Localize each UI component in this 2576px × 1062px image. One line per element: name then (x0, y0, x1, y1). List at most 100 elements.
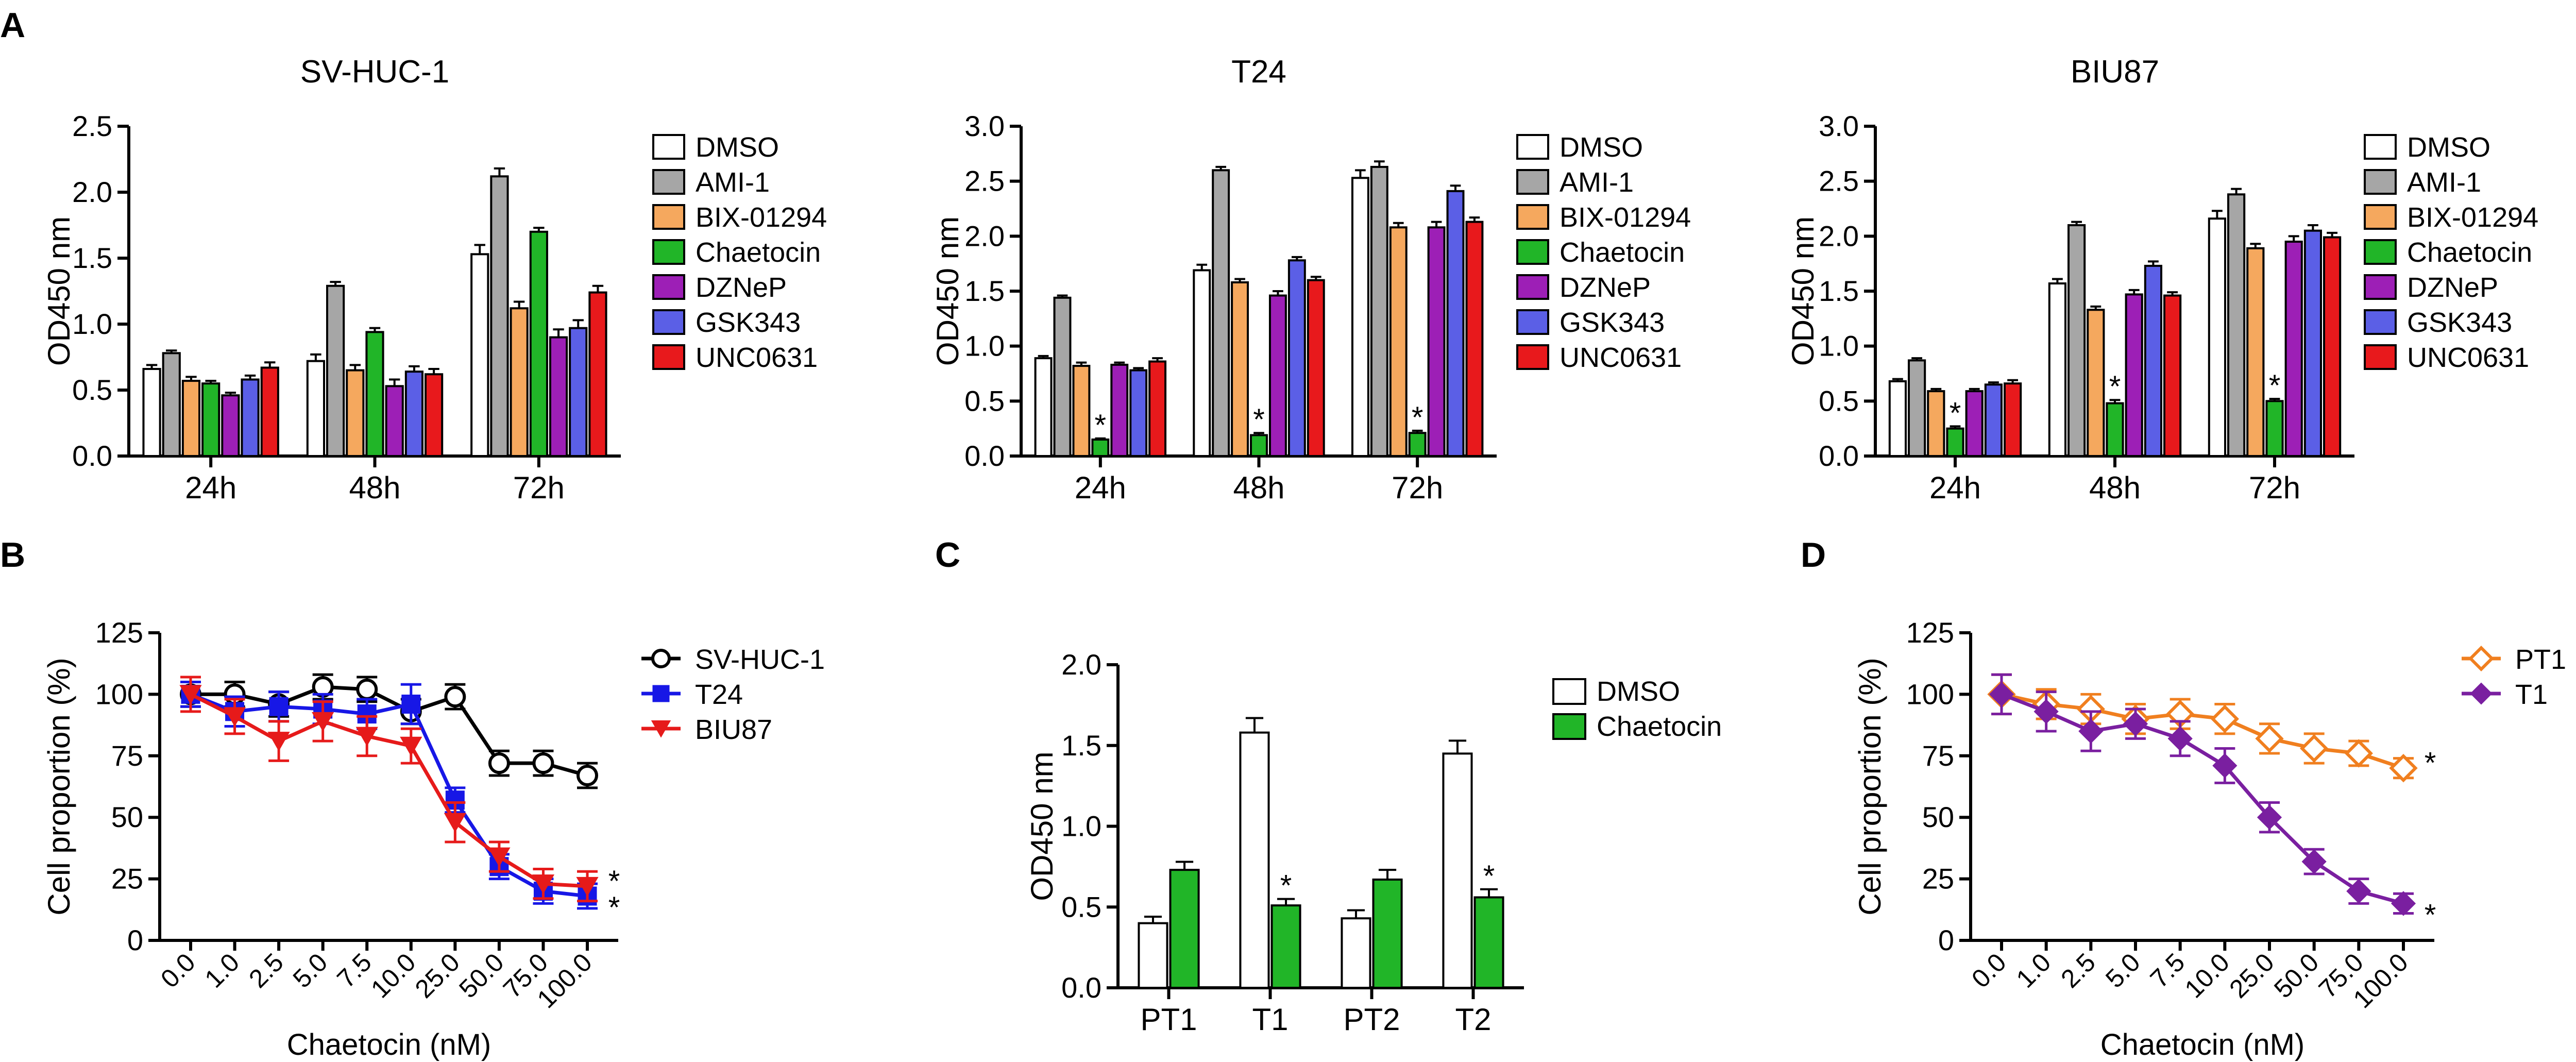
x-tick-label: 50.0 (453, 948, 509, 1003)
point-pt1-10-0 (2210, 704, 2239, 733)
bar-unc0631-48h (1307, 279, 1325, 458)
legend-marker-t24 (652, 685, 670, 702)
bar-unc0631-24h (1148, 360, 1167, 457)
bar-bix-01294-24h (181, 380, 201, 458)
bar-unc0631-48h (2163, 294, 2182, 457)
series-line-pt1 (2001, 692, 2404, 770)
legend-label-unc0631: UNC0631 (2407, 342, 2529, 373)
legend-label-dznep: DZNeP (696, 272, 787, 303)
x-tick-label: 5.0 (2100, 948, 2146, 993)
y-tick-label: 100 (95, 678, 143, 710)
legend-label-t1: T1 (2515, 679, 2548, 710)
y-tick-label: 0 (127, 924, 143, 956)
bar-dmso-72h (1351, 177, 1369, 457)
bar-dznep-48h (1268, 294, 1287, 457)
y-tick-label: 1.5 (964, 275, 1005, 307)
bar-ami-1-48h (1212, 169, 1230, 458)
point-biu87-10-0 (400, 736, 422, 756)
point-sv-huc-1-75-0 (532, 752, 554, 774)
legend-label-unc0631: UNC0631 (696, 342, 818, 373)
legend-label-ami-1: AMI-1 (696, 167, 770, 198)
y-tick-label: 2.0 (1061, 648, 1101, 681)
x-tick-label: 72h (513, 470, 565, 505)
bar-gsk343-48h (1287, 259, 1306, 457)
point-biu87-0-0 (179, 685, 202, 705)
y-tick-label: 1.5 (1061, 729, 1101, 762)
point-t1-1-0 (2033, 699, 2059, 724)
y-tick-label: 1.0 (964, 330, 1005, 362)
y-tick-label: 2.5 (964, 165, 1005, 197)
bar-chaetocin-pt1 (1169, 869, 1200, 989)
legend-label-chaetocin: Chaetocin (696, 237, 821, 268)
y-tick-label: 125 (95, 616, 143, 649)
bar-chaetocin-48h (1250, 434, 1268, 458)
bar-unc0631-72h (588, 291, 607, 457)
chart-title: BIU87 (2071, 54, 2159, 90)
legend-label-sv-huc-1: SV-HUC-1 (695, 644, 825, 675)
legend-label-dznep: DZNeP (2407, 272, 2498, 303)
bar-chaetocin-72h (2265, 400, 2284, 457)
bar-ami-1-24h (162, 352, 181, 457)
legend-label-dmso: DMSO (696, 132, 779, 163)
significance-star: * (2425, 898, 2436, 932)
legend-swatch-bix-01294 (652, 204, 685, 230)
y-tick-label: 0.0 (1061, 971, 1101, 1004)
legend-label-gsk343: GSK343 (2407, 307, 2512, 338)
panel-label-a: A (0, 6, 25, 45)
panel-label-d: D (1801, 535, 1826, 575)
bar-chart-t24: 0.0 0.5 1.0 1.5 2.0 2.5 3.0 OD450 nm T24 24h * 48h *… (930, 54, 1691, 505)
legend-swatch-gsk343 (652, 309, 685, 335)
bar-dmso-pt2 (1341, 917, 1371, 989)
bar-gsk343-24h (241, 378, 260, 458)
bar-unc0631-24h (260, 366, 279, 457)
x-tick-label: PT1 (1140, 1002, 1197, 1037)
x-tick-label: T2 (1455, 1002, 1491, 1037)
y-tick-label: 0.5 (1819, 384, 1859, 417)
bar-dmso-24h (1034, 357, 1053, 458)
x-tick-label: 0.0 (1966, 948, 2012, 993)
bar-unc0631-72h (2323, 236, 2342, 457)
series-line-biu87 (190, 693, 588, 888)
point-pt1-50-0 (2300, 734, 2329, 763)
line-chart-primary-cells: 0 25 50 75 100 125 Cell proportion (%) 0.01.02.… (1853, 616, 2566, 1061)
legend-label-gsk343: GSK343 (1560, 307, 1665, 338)
bar-dmso-pt1 (1138, 922, 1168, 989)
x-tick-label: 25.0 (410, 948, 465, 1003)
bar-dznep-24h (1965, 390, 1984, 458)
legend-marker-sv-huc-1 (651, 649, 671, 668)
point-t1-100-0 (2391, 891, 2416, 916)
significance-star: * (2109, 370, 2121, 403)
y-tick-label: 2.0 (72, 176, 112, 208)
bar-dmso-24h (1888, 380, 1907, 458)
legend-label-t24: T24 (695, 679, 743, 710)
legend-swatch-gsk343 (1516, 309, 1549, 335)
legend-label-dmso: DMSO (2407, 132, 2490, 163)
legend-swatch-ami-1 (652, 169, 685, 195)
legend-marker-t1 (2470, 682, 2493, 705)
bar-chart-biu87: 0.0 0.5 1.0 1.5 2.0 2.5 3.0 OD450 nm BIU87 24h * 48… (1786, 54, 2538, 505)
bar-dmso-72h (2208, 217, 2226, 457)
legend-label-ami-1: AMI-1 (1560, 167, 1634, 198)
chart-title: SV-HUC-1 (300, 54, 449, 90)
y-axis-label: OD450 nm (42, 216, 76, 366)
legend-label-biu87: BIU87 (695, 714, 772, 745)
bar-bix-01294-24h (1927, 390, 1945, 458)
bar-dznep-48h (385, 385, 404, 457)
significance-star: * (1950, 396, 1961, 430)
bar-ami-1-24h (1053, 296, 1072, 457)
series-line-t1 (2001, 693, 2404, 905)
bar-gsk343-24h (1984, 383, 2003, 457)
x-tick-label: 48h (2089, 470, 2141, 505)
legend-swatch-bix-01294 (1516, 204, 1549, 230)
bar-chart-sv-huc-1: 0.0 0.5 1.0 1.5 2.0 2.5 OD450 nm SV-HUC-1 24h 48h… (42, 54, 827, 505)
legend-swatch-dmso (1552, 678, 1586, 705)
legend-swatch-gsk343 (2364, 309, 2397, 335)
x-tick-label: 24h (1929, 470, 1981, 505)
legend-label-bix-01294: BIX-01294 (696, 202, 827, 233)
bar-dmso-24h (142, 368, 161, 457)
y-tick-label: 0 (1938, 924, 1954, 956)
legend-swatch-ami-1 (2364, 169, 2397, 195)
legend-swatch-unc0631 (2364, 344, 2397, 370)
point-sv-huc-1-50-0 (488, 752, 510, 774)
point-sv-huc-1-7-5 (356, 678, 378, 700)
